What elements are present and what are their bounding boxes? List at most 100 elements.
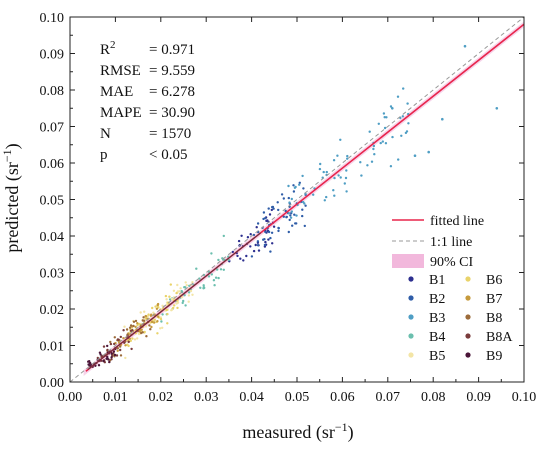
legend-marker (465, 314, 471, 320)
data-point (157, 315, 160, 318)
data-point (106, 344, 109, 348)
series-b4 (160, 234, 230, 323)
data-point (263, 243, 267, 247)
x-tick-label: 0.05 (285, 390, 310, 405)
data-point (271, 242, 274, 245)
data-point (298, 181, 301, 184)
data-point (277, 208, 280, 212)
data-point (249, 233, 252, 236)
data-point (312, 193, 315, 196)
data-point (406, 102, 409, 105)
data-point (222, 268, 225, 271)
y-tick-label: 0.06 (40, 157, 65, 172)
data-point (304, 204, 307, 207)
data-point (195, 267, 198, 270)
data-point (277, 229, 280, 233)
data-point (119, 345, 122, 348)
x-tick-label: 0.01 (103, 390, 128, 405)
x-tick-label: 0.00 (58, 390, 83, 405)
data-point (252, 233, 256, 237)
stat-value: = 9.559 (149, 63, 195, 79)
data-point (366, 164, 369, 167)
data-point (295, 214, 298, 217)
data-point (191, 281, 194, 284)
data-point (287, 184, 290, 188)
data-point (127, 340, 130, 344)
data-point (131, 337, 134, 340)
data-point (214, 276, 218, 279)
data-point (168, 295, 171, 298)
data-point (110, 352, 113, 355)
stat-label: MAE (100, 84, 133, 100)
data-point (332, 189, 335, 192)
data-point (133, 338, 137, 341)
data-point (254, 243, 257, 247)
data-point (129, 324, 133, 327)
data-point (245, 254, 248, 258)
data-point (181, 301, 184, 305)
data-point (319, 162, 322, 166)
stat-value: = 0.971 (149, 42, 195, 58)
legend-fitted-label: fitted line (430, 214, 484, 229)
data-point (191, 293, 194, 296)
data-point (256, 222, 260, 225)
data-point (404, 131, 408, 135)
data-point (134, 319, 138, 323)
stat-value: = 30.90 (149, 105, 195, 121)
legend-marker (465, 333, 471, 339)
data-point (100, 355, 103, 358)
data-point (391, 107, 394, 110)
data-point (346, 154, 349, 158)
data-point (153, 321, 156, 324)
data-point (265, 219, 268, 223)
data-point (147, 313, 150, 316)
data-point (176, 306, 179, 310)
y-tick-label: 0.00 (40, 376, 65, 391)
data-point (345, 169, 348, 172)
y-tick-label: 0.08 (40, 84, 65, 99)
y-tick-label: 0.10 (40, 11, 65, 26)
data-point (129, 339, 132, 342)
data-point (346, 157, 349, 160)
data-point (368, 130, 371, 133)
data-point (88, 360, 91, 363)
data-point (290, 197, 293, 201)
data-point (318, 167, 322, 171)
data-point (236, 254, 239, 258)
y-tick-label: 0.09 (40, 48, 65, 63)
data-point (176, 283, 179, 287)
data-point (136, 324, 139, 327)
data-point (370, 160, 374, 163)
data-point (239, 257, 242, 260)
data-point (98, 351, 102, 354)
data-point (277, 227, 280, 230)
data-point (138, 322, 141, 326)
data-point (377, 122, 380, 126)
data-point (269, 236, 272, 240)
reference-lines (69, 16, 525, 383)
data-point (182, 299, 185, 303)
x-tick-label: 0.02 (149, 390, 174, 405)
stat-value: = 6.278 (149, 84, 195, 100)
data-point (252, 249, 256, 253)
data-point (269, 250, 272, 253)
data-point (143, 330, 146, 334)
data-point (207, 275, 211, 278)
data-point (156, 332, 159, 335)
data-point (295, 222, 298, 225)
data-point (257, 249, 261, 252)
data-point (267, 207, 270, 210)
x-tick-label: 0.06 (330, 390, 355, 405)
data-point (212, 279, 216, 282)
legend-label: B8A (486, 330, 513, 345)
data-point (139, 311, 142, 314)
data-point (282, 215, 285, 218)
data-point (170, 309, 173, 312)
data-point (288, 201, 291, 204)
data-point (383, 126, 387, 130)
data-point (88, 361, 92, 365)
data-point (164, 294, 168, 298)
data-point (166, 312, 169, 316)
data-point (110, 358, 113, 361)
data-point (325, 195, 328, 199)
